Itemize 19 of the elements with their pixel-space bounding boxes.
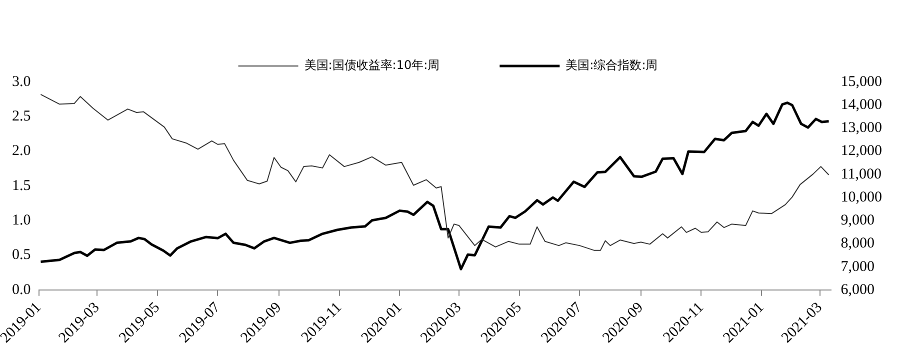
y2-tick-label: 7,000	[840, 258, 874, 275]
y2-tick-label: 12,000	[840, 143, 882, 160]
y2-tick-label: 6,000	[840, 282, 874, 298]
y2-tick-label: 14,000	[840, 97, 882, 114]
y-tick-label: 2.5	[12, 108, 31, 125]
y2-tick-label: 10,000	[840, 189, 882, 206]
y2-tick-label: 13,000	[840, 120, 882, 136]
y2-tick-label: 15,000	[840, 74, 882, 90]
y-tick-label: 1.0	[12, 212, 31, 229]
y-tick-label: 3.0	[12, 74, 31, 90]
legend-label: 美国:综合指数:周	[566, 58, 658, 72]
legend-label: 美国:国债收益率:10年:周	[304, 58, 440, 72]
y2-tick-label: 9,000	[840, 212, 874, 229]
y-tick-label: 2.0	[12, 143, 31, 160]
y-tick-label: 1.5	[12, 178, 31, 194]
y2-tick-label: 11,000	[840, 166, 882, 182]
y-tick-label: 0.0	[12, 282, 31, 298]
y2-tick-label: 8,000	[840, 236, 874, 252]
y-tick-label: 0.5	[12, 247, 31, 264]
